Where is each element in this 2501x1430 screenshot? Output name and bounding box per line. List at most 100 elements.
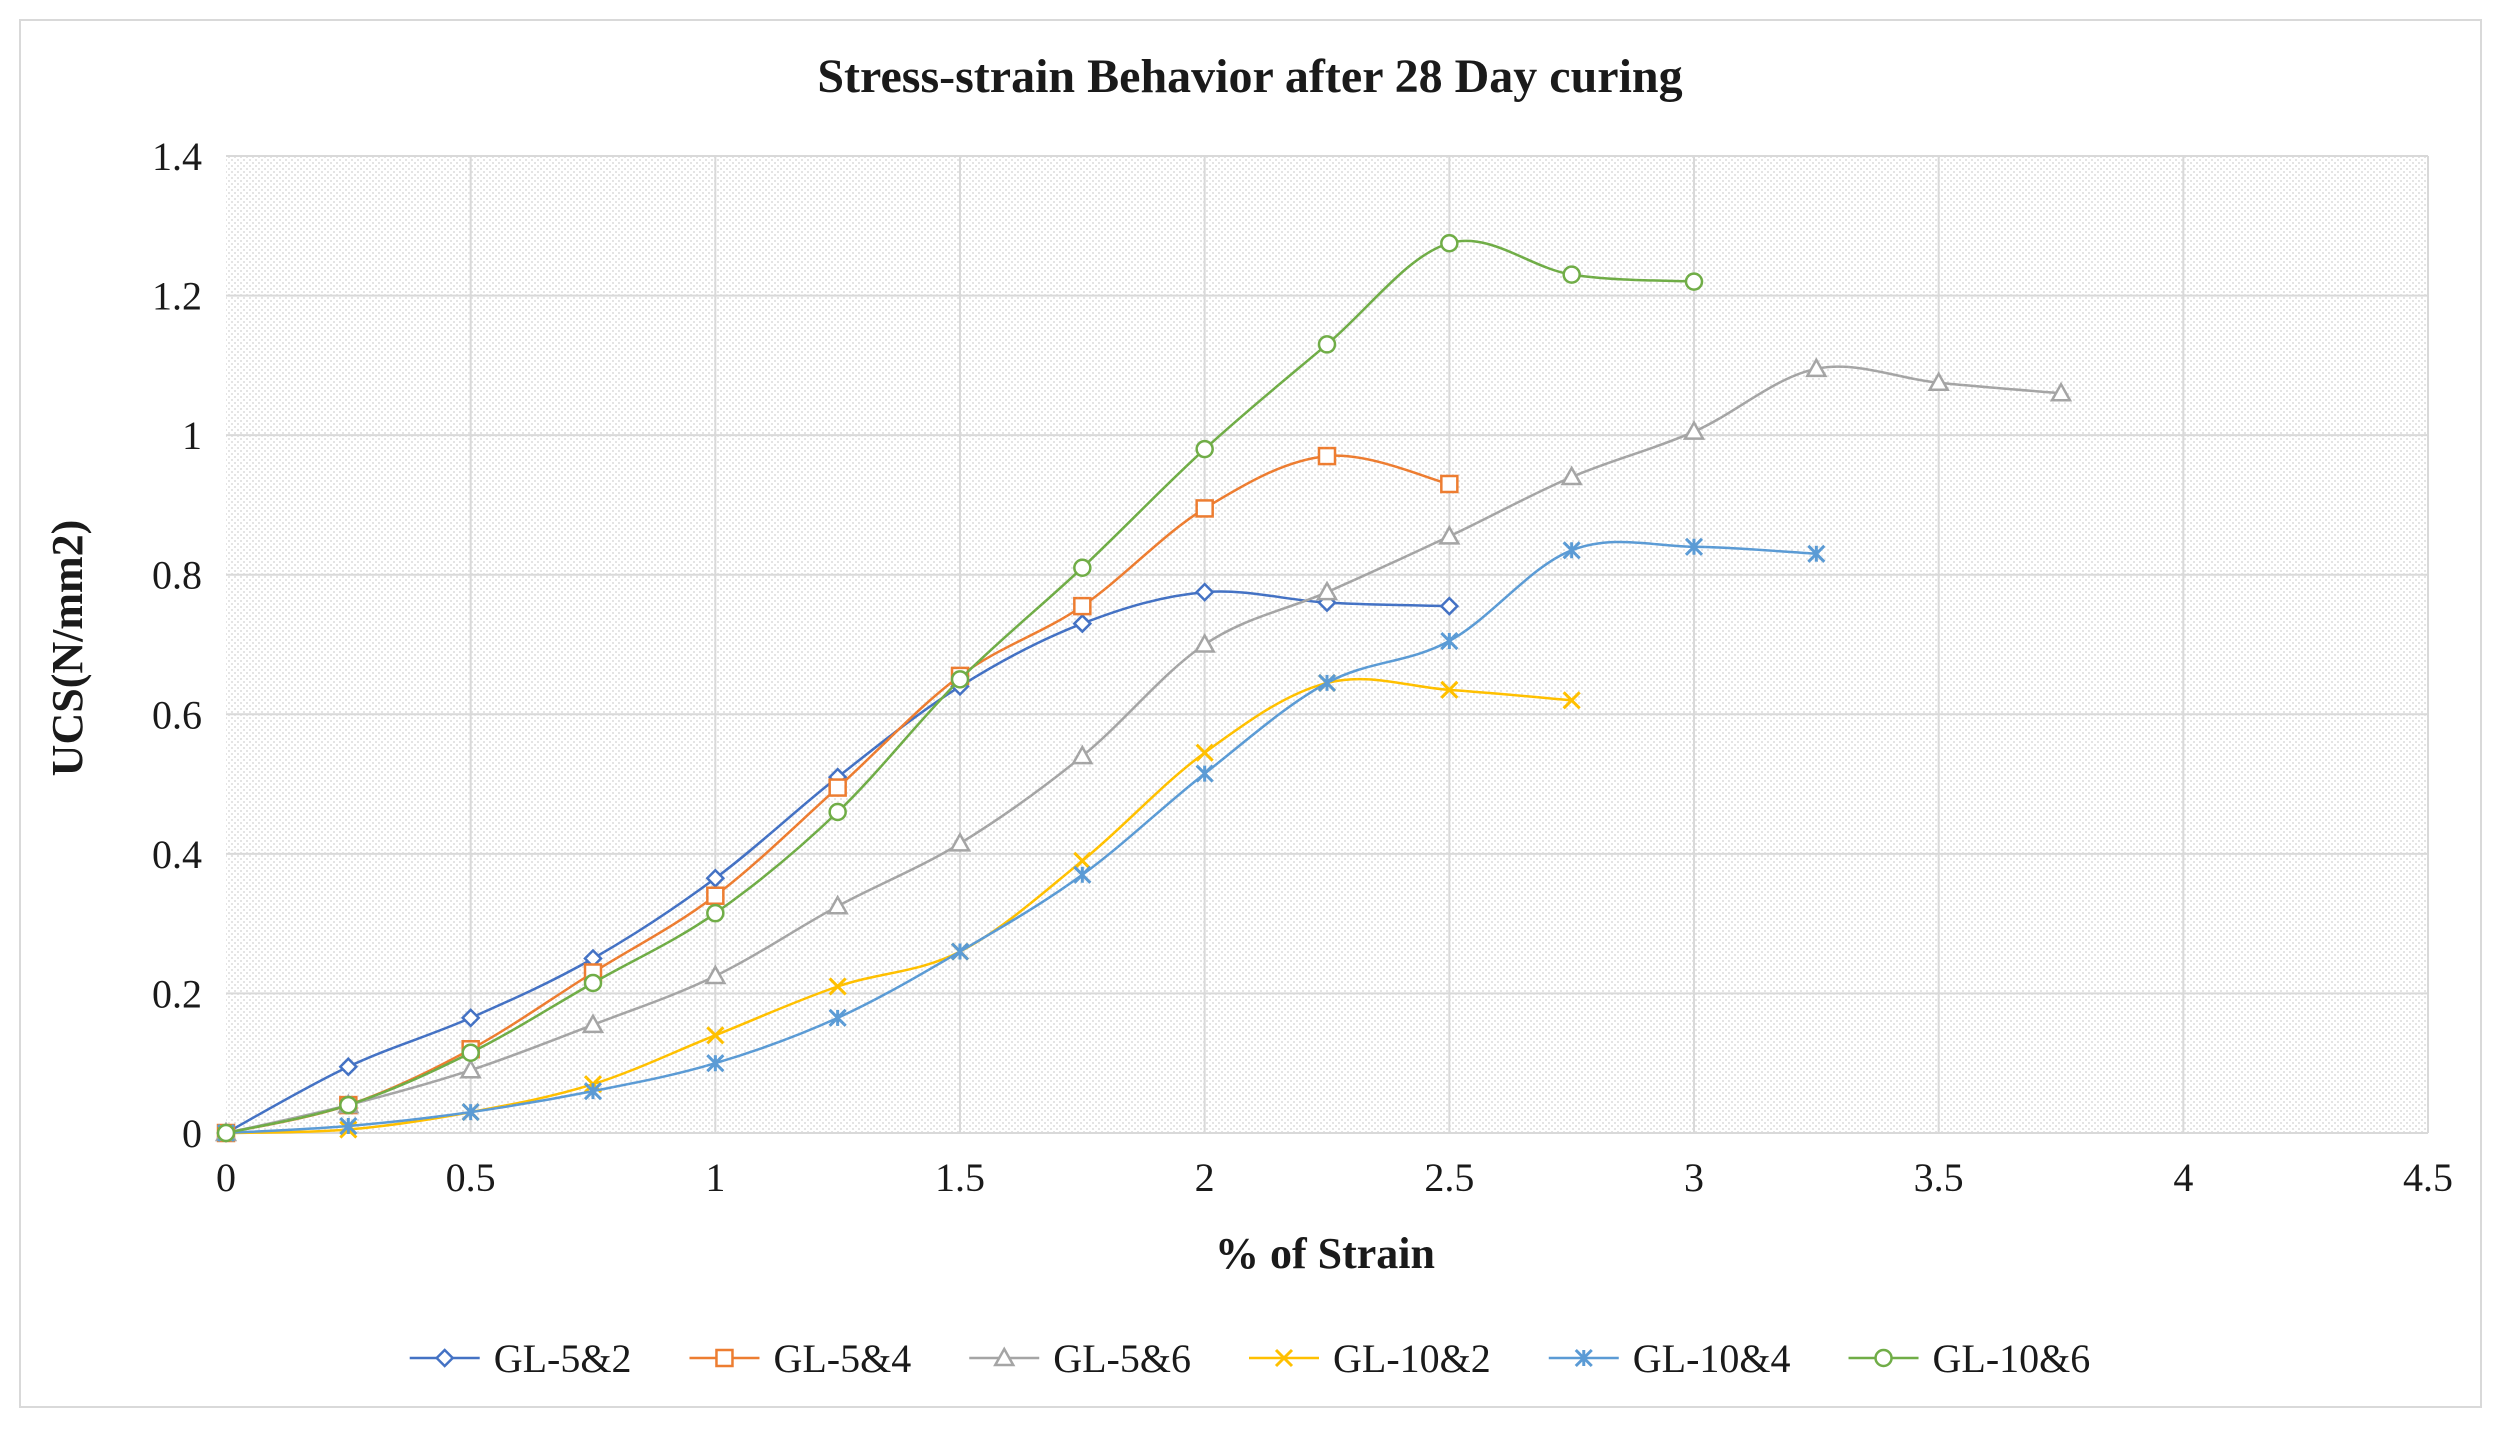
legend-marker (715, 1348, 734, 1368)
y-tick-labels: 0 0.2 0.4 0.6 0.8 1 1.2 1.4 (152, 134, 202, 1156)
legend-marker (1874, 1348, 1893, 1368)
data-point-gl-5-2 (1439, 596, 1460, 616)
y-tick-label: 0 (182, 1111, 202, 1156)
legend-label: GL-10&2 (1333, 1336, 1491, 1381)
data-point-gl-5-4 (1195, 499, 1214, 518)
data-point-gl-10-6 (339, 1095, 358, 1115)
data-point-gl-10-2 (1562, 691, 1581, 710)
data-point-gl-5-6 (1315, 580, 1339, 601)
data-point-gl-10-4 (583, 1082, 603, 1101)
legend-label: GL-10&4 (1633, 1336, 1791, 1381)
data-point-gl-5-4 (1440, 474, 1459, 494)
x-tick-label: 3 (1684, 1155, 1704, 1200)
data-point-gl-5-6 (826, 894, 849, 915)
data-point-gl-5-6 (1927, 371, 1950, 392)
x-tick-label: 3.5 (1914, 1155, 1964, 1200)
legend-marker (1274, 1348, 1294, 1368)
data-point-gl-10-2 (1195, 743, 1214, 762)
data-point-gl-10-6 (1195, 439, 1214, 459)
legend-item-gl-10-4: GL-10&4 (1548, 1336, 1791, 1381)
data-point-gl-5-4 (828, 778, 847, 797)
data-point-gl-5-6 (1438, 524, 1461, 545)
legend-marker (434, 1348, 455, 1368)
data-point-gl-10-6 (461, 1043, 480, 1062)
data-point-gl-5-6 (581, 1013, 605, 1034)
legend-label: GL-5&4 (773, 1336, 911, 1381)
series-lines (214, 233, 2073, 1143)
legend-item-gl-10-2: GL-10&2 (1249, 1336, 1491, 1381)
x-tick-label: 0.5 (446, 1155, 496, 1200)
x-tick-label: 2 (1195, 1155, 1215, 1200)
data-point-gl-10-6 (216, 1123, 236, 1143)
data-point-gl-10-6 (583, 973, 603, 993)
legend-item-gl-5-6: GL-5&6 (969, 1336, 1191, 1381)
data-point-gl-10-4 (706, 1054, 725, 1073)
legend-label: GL-10&6 (1933, 1336, 2091, 1381)
data-point-gl-5-6 (1805, 357, 1828, 378)
data-point-gl-5-6 (2049, 381, 2073, 402)
data-point-gl-5-2 (338, 1056, 359, 1077)
x-tick-label: 0 (216, 1155, 236, 1200)
x-tick-labels: 0 0.5 1 1.5 2 2.5 3 3.5 4 4.5 (216, 1155, 2453, 1200)
x-tick-label: 2.5 (1424, 1155, 1474, 1200)
y-tick-label: 1 (182, 413, 202, 458)
data-point-gl-5-6 (1560, 465, 1583, 486)
data-point-gl-10-6 (1073, 558, 1092, 577)
data-point-gl-5-2 (705, 868, 726, 889)
data-point-gl-5-4 (706, 886, 725, 905)
data-point-gl-10-4 (1684, 537, 1704, 556)
data-point-gl-10-6 (1317, 335, 1337, 354)
data-point-gl-10-6 (828, 802, 847, 822)
plot-area (226, 156, 2428, 1133)
data-point-gl-10-4 (1195, 764, 1214, 783)
series-line-gl-10-4 (225, 540, 1817, 1135)
data-point-gl-10-4 (828, 1008, 847, 1027)
data-point-gl-5-2 (460, 1008, 481, 1028)
data-point-gl-5-6 (1682, 420, 1706, 440)
data-point-gl-5-2 (1072, 613, 1093, 634)
x-tick-label: 1 (705, 1155, 725, 1200)
y-tick-label: 1.4 (152, 134, 202, 179)
legend: GL-5&2 GL-5&4 GL-5&6 GL-10&2 GL-10&4 GL-10&6 (409, 1336, 2091, 1381)
data-point-gl-10-6 (1684, 272, 1704, 291)
y-tick-label: 0.2 (152, 971, 202, 1016)
y-tick-label: 0.6 (152, 692, 202, 737)
legend-label: GL-5&6 (1053, 1336, 1191, 1381)
data-point-gl-5-6 (1071, 744, 1094, 765)
x-tick-label: 4 (2173, 1155, 2193, 1200)
data-point-gl-5-4 (1073, 596, 1092, 616)
data-point-gl-10-6 (950, 670, 970, 689)
data-point-gl-10-4 (1807, 544, 1826, 563)
data-point-gl-10-6 (1562, 265, 1581, 284)
legend-item-gl-10-6: GL-10&6 (1848, 1336, 2091, 1381)
data-point-gl-10-2 (1073, 851, 1092, 870)
x-axis-title: % of Strain (1215, 1229, 1435, 1278)
data-point-gl-5-6 (704, 964, 727, 985)
legend-item-gl-5-4: GL-5&4 (689, 1336, 911, 1381)
x-tick-label: 1.5 (935, 1155, 985, 1200)
legend-marker (993, 1346, 1016, 1367)
legend-label: GL-5&2 (494, 1336, 632, 1381)
chart-title: Stress-strain Behavior after 28 Day curi… (817, 50, 1682, 103)
series-gl-10-6 (216, 233, 1704, 1143)
data-point-gl-5-6 (948, 831, 972, 852)
x-tick-label: 4.5 (2403, 1155, 2453, 1200)
y-tick-label: 0.8 (152, 553, 202, 598)
data-point-gl-10-4 (461, 1102, 480, 1122)
y-tick-label: 1.2 (152, 274, 202, 319)
legend-item-gl-5-2: GL-5&2 (409, 1336, 632, 1381)
series-gl-10-4 (216, 537, 1826, 1143)
y-tick-label: 0.4 (152, 832, 202, 877)
data-point-gl-10-2 (828, 977, 847, 996)
series-line-gl-5-6 (225, 365, 2062, 1135)
data-point-gl-5-4 (1317, 446, 1337, 466)
data-point-gl-10-2 (1440, 680, 1459, 699)
data-point-gl-5-6 (459, 1058, 482, 1079)
data-point-gl-5-6 (1193, 632, 1216, 653)
y-axis-title: UCS(N/mm2) (43, 520, 92, 777)
legend-marker (1574, 1348, 1593, 1368)
data-point-gl-10-4 (950, 942, 970, 961)
data-point-gl-10-4 (1317, 673, 1337, 692)
data-point-gl-10-4 (1562, 541, 1581, 560)
